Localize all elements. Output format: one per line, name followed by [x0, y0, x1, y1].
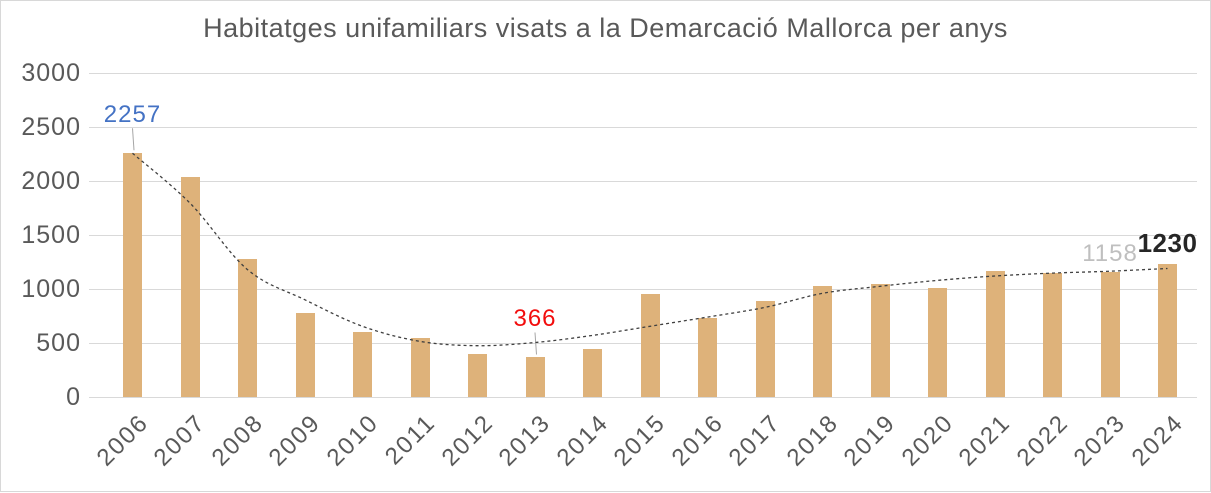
gridline-1500: [89, 235, 1197, 236]
gridline-2000: [89, 181, 1197, 182]
y-axis-tick-2000: 2000: [21, 167, 81, 195]
gridline-2500: [89, 127, 1197, 128]
bar-2019[interactable]: [870, 283, 890, 397]
bar-2014[interactable]: [583, 348, 602, 397]
y-axis-tick-500: 500: [36, 329, 81, 357]
data-label-2257: 2257: [103, 101, 162, 129]
chart-title: Habitatges unifamiliars visats a la Dema…: [203, 13, 1008, 43]
y-axis-tick-1000: 1000: [21, 275, 81, 303]
y-axis-tick-0: 0: [66, 383, 81, 411]
bar-2015[interactable]: [640, 294, 660, 397]
bar-2023[interactable]: [1100, 271, 1120, 397]
gridline-0: [89, 397, 1197, 398]
bar-2010[interactable]: [353, 332, 372, 397]
bar-2012[interactable]: [468, 353, 487, 397]
y-axis-tick-3000: 3000: [21, 59, 81, 87]
bar-2020[interactable]: [928, 287, 947, 397]
bar-2022[interactable]: [1043, 273, 1062, 397]
bar-2013[interactable]: [525, 357, 545, 397]
bar-2007[interactable]: [180, 176, 200, 397]
data-label-366: 366: [513, 305, 557, 333]
bar-2011[interactable]: [410, 338, 430, 397]
bar-2009[interactable]: [295, 313, 315, 397]
bar-2018[interactable]: [813, 285, 832, 397]
y-axis-tick-2500: 2500: [21, 113, 81, 141]
bar-2006[interactable]: [123, 153, 142, 397]
bar-2024[interactable]: [1158, 264, 1177, 397]
gridline-3000: [89, 73, 1197, 74]
data-label-1158: 1158: [1082, 239, 1138, 267]
bar-2021[interactable]: [985, 270, 1005, 397]
y-axis-tick-1500: 1500: [21, 221, 81, 249]
bar-2016[interactable]: [698, 318, 717, 397]
bar-2008[interactable]: [238, 258, 257, 397]
bar-2017[interactable]: [755, 301, 775, 397]
data-label-1230: 1230: [1137, 228, 1198, 259]
